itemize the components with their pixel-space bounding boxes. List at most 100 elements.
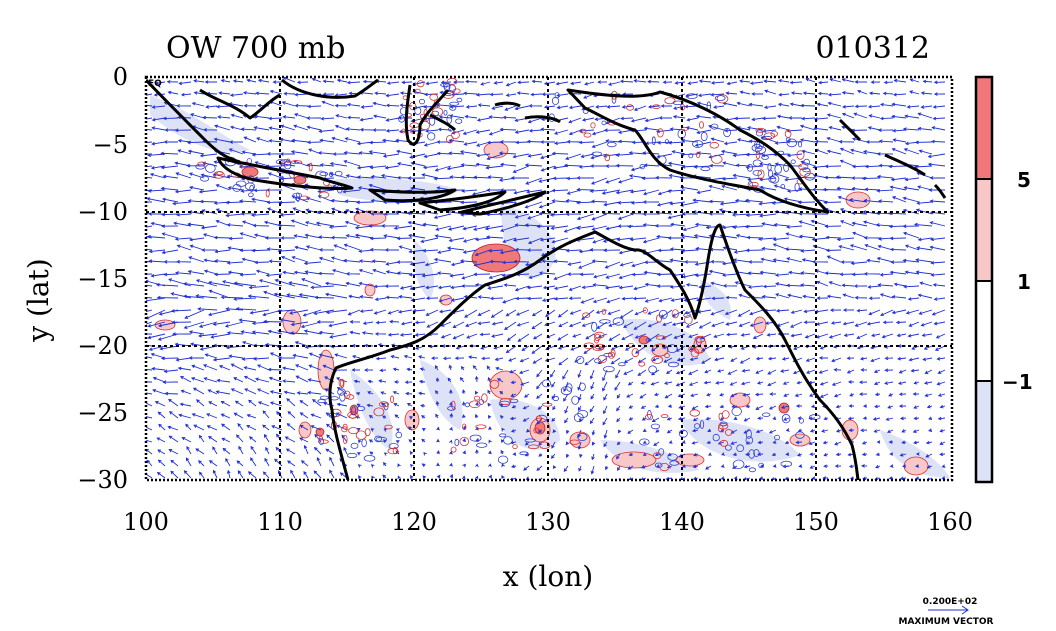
wind-vector — [226, 261, 244, 265]
wind-vector — [187, 222, 205, 227]
wind-vector — [473, 261, 491, 267]
wind-vector — [584, 357, 595, 366]
ow-contour — [334, 170, 343, 177]
wind-vector — [808, 441, 816, 445]
wind-vector — [706, 440, 712, 445]
wind-vector — [268, 139, 283, 143]
wind-vector — [902, 464, 907, 468]
wind-vector — [761, 246, 777, 251]
ow-contour — [569, 439, 580, 445]
wind-vector — [675, 369, 686, 375]
wind-vector — [373, 114, 387, 119]
wind-vector — [552, 429, 557, 434]
wind-vector — [907, 333, 920, 338]
wind-vector — [287, 410, 296, 419]
wind-vector — [585, 333, 595, 340]
wind-vector — [282, 115, 296, 119]
wind-vector — [660, 309, 673, 318]
wind-vector — [925, 440, 933, 445]
wind-vector — [253, 357, 270, 361]
wind-vector — [899, 476, 907, 480]
wind-vector — [656, 201, 673, 207]
wind-vector — [146, 153, 152, 155]
wind-vector — [710, 137, 725, 143]
wind-vector — [318, 353, 335, 359]
wind-vector — [294, 245, 309, 251]
wind-vector — [565, 248, 582, 253]
wind-vector — [198, 471, 205, 479]
wind-vector — [294, 341, 309, 347]
wind-vector — [927, 162, 946, 167]
wind-vector — [162, 380, 179, 384]
wind-vector — [862, 416, 868, 420]
ow-contour — [499, 433, 507, 438]
wind-vector — [425, 81, 439, 86]
wind-vector — [195, 399, 205, 407]
ow-contour — [351, 406, 357, 416]
wind-vector — [828, 125, 842, 131]
wind-vector — [617, 177, 634, 184]
wind-vector — [692, 198, 712, 203]
wind-vector — [294, 103, 309, 108]
wind-vector — [151, 141, 166, 146]
wind-vector — [480, 81, 491, 86]
ow-contour — [760, 135, 773, 141]
wind-vector — [656, 272, 673, 277]
ow-contour — [418, 98, 425, 105]
wind-vector — [524, 441, 530, 446]
wind-vector — [846, 356, 855, 361]
wind-vector — [448, 364, 453, 371]
wind-vector — [715, 381, 725, 385]
ow-contour — [645, 413, 654, 421]
ow-contour — [475, 424, 487, 429]
wind-vector — [623, 321, 634, 328]
ow-contour — [200, 175, 210, 182]
wind-vector — [510, 464, 517, 469]
ow-contour — [718, 422, 729, 430]
wind-vector — [863, 272, 881, 276]
wind-vector — [462, 463, 467, 468]
wind-vector — [461, 284, 477, 288]
wind-vector — [581, 285, 595, 290]
wind-vector — [790, 321, 803, 328]
wind-vector — [664, 393, 673, 399]
wind-vector — [487, 175, 504, 179]
ow-contour — [583, 132, 592, 138]
colorbar-label: −1 — [1002, 370, 1033, 394]
plot-date: 010312 — [815, 31, 930, 66]
ow-contour — [745, 429, 752, 439]
wind-vector — [215, 184, 231, 191]
wind-vector — [565, 212, 582, 216]
wind-vector — [757, 440, 764, 445]
ow-contour — [695, 151, 701, 158]
wind-vector — [642, 237, 660, 244]
wind-vector — [475, 129, 491, 134]
wind-vector — [266, 152, 283, 156]
wind-vector — [296, 80, 309, 85]
wind-vector — [569, 309, 582, 315]
ow-contour — [552, 395, 559, 402]
wind-vector — [310, 413, 322, 419]
wind-vector — [864, 187, 881, 192]
wind-vector — [267, 367, 283, 372]
wind-vector — [862, 404, 868, 408]
wind-vector — [241, 257, 257, 263]
wind-vector — [640, 381, 647, 385]
wind-vector — [642, 452, 647, 456]
wind-vector — [146, 197, 166, 203]
wind-vector — [892, 92, 907, 97]
wind-vector — [290, 150, 309, 155]
wind-vector — [836, 429, 842, 433]
wind-vector — [603, 248, 621, 253]
wind-vector — [283, 91, 296, 96]
wind-vector — [937, 393, 946, 397]
wind-vector — [727, 369, 738, 375]
wind-vector — [795, 404, 802, 408]
wind-vector — [857, 89, 868, 95]
wind-vector — [436, 450, 440, 455]
wind-vector — [904, 114, 920, 119]
wind-vector — [240, 127, 257, 132]
wind-vector — [675, 381, 686, 387]
ow-contour — [197, 161, 206, 167]
wind-vector — [384, 248, 399, 252]
